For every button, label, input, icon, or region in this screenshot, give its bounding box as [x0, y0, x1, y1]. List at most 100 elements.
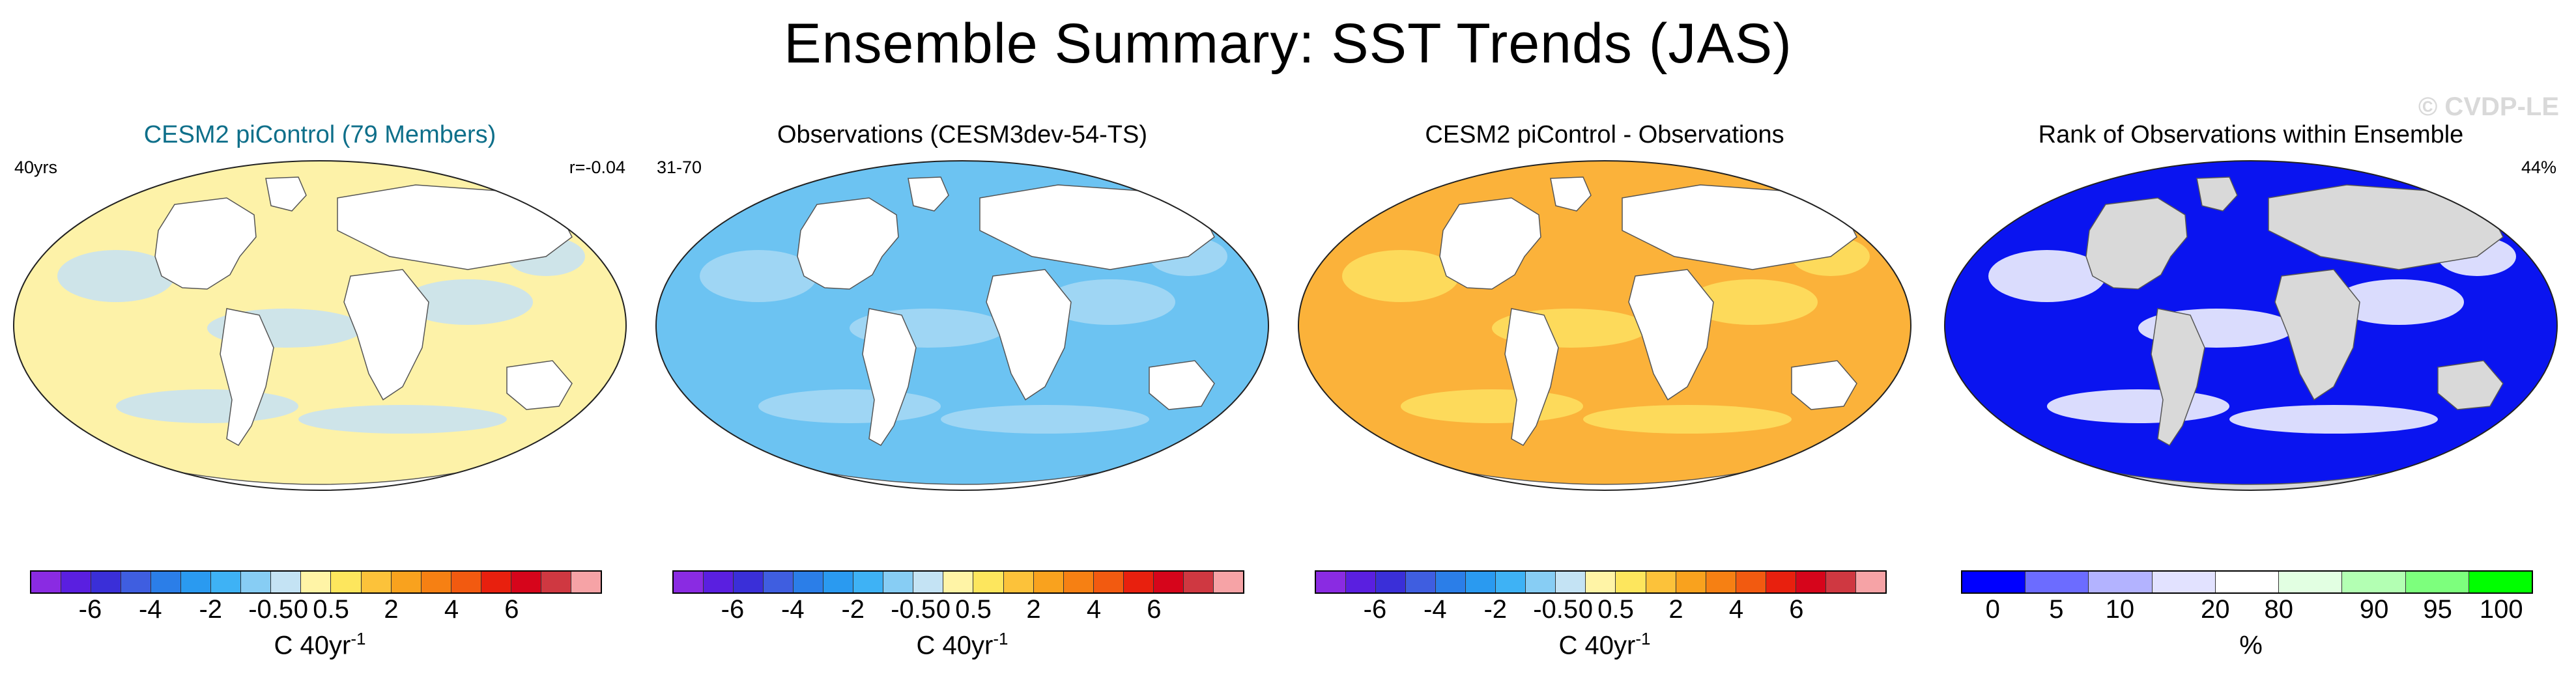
- colorbar-swatch: [1676, 572, 1706, 592]
- colorbar-swatch: [1646, 572, 1676, 592]
- landmass: [2085, 197, 2188, 290]
- colorbar-swatch: [2152, 572, 2216, 592]
- colorbar-swatch: [481, 572, 511, 592]
- colorbar-swatch: [913, 572, 944, 592]
- world-map: [13, 160, 627, 491]
- colorbar-tick-label: -0.5: [1533, 595, 1579, 624]
- colorbar-tick-label: -4: [781, 595, 805, 624]
- colorbar-swatch: [571, 572, 601, 592]
- colorbar-swatch: [151, 572, 182, 592]
- colorbar-swatch: [1796, 572, 1826, 592]
- colorbar-label: C 40yr-1: [916, 629, 1009, 660]
- colorbar-swatch: [1183, 572, 1214, 592]
- colorbar-tick-label: 100: [2479, 595, 2523, 624]
- landmass: [2196, 176, 2238, 212]
- period-label: 31-70: [657, 158, 702, 177]
- colorbar-tick-label: 90: [2359, 595, 2389, 624]
- colorbar-swatch: [1346, 572, 1377, 592]
- colorbar-ticks: -6 -4 -2 -0.5 0 0.5 2 4 6: [30, 595, 602, 628]
- colorbar-tick-label: 6: [1789, 595, 1804, 624]
- colorbar-swatch: [511, 572, 541, 592]
- landmass: [1791, 360, 1857, 410]
- colorbar-swatch: [361, 572, 392, 592]
- panel-title: CESM2 piControl - Observations: [1425, 121, 1784, 148]
- colorbar-tick-label: -0.5: [248, 595, 294, 624]
- colorbar-swatch: [764, 572, 794, 592]
- landmass: [506, 360, 573, 410]
- map-panel-difference: CESM2 piControl - Observations -6 -4 -2 -0.…: [1289, 117, 1921, 677]
- colorbar-tick-label: 0.5: [313, 595, 349, 624]
- colorbar-swatch: [1123, 572, 1154, 592]
- colorbar-ticks: -6 -4 -2 -0.5 0 0.5 2 4 6: [1315, 595, 1887, 628]
- anomaly-region: [941, 405, 1149, 434]
- colorbar-tick-label: 0.5: [1597, 595, 1634, 624]
- colorbar-swatch: [943, 572, 974, 592]
- colorbar-swatch: [181, 572, 212, 592]
- landmass: [862, 308, 917, 446]
- colorbar-swatch: [391, 572, 422, 592]
- colorbar-swatch: [1962, 572, 2026, 592]
- colorbar: [672, 570, 1244, 594]
- colorbar-swatch: [823, 572, 854, 592]
- landmass: [2151, 308, 2205, 446]
- colorbar-tick-label: -2: [1483, 595, 1508, 624]
- colorbar-swatch: [1003, 572, 1034, 592]
- landmass: [1550, 176, 1592, 212]
- colorbar-swatch: [2089, 572, 2153, 592]
- colorbar-swatch: [1496, 572, 1526, 592]
- anomaly-region: [1583, 405, 1792, 434]
- colorbar-swatch: [1706, 572, 1736, 592]
- colorbar-swatch: [1033, 572, 1064, 592]
- colorbar-swatch: [853, 572, 884, 592]
- colorbar-swatch: [1526, 572, 1556, 592]
- map-outline: [1298, 160, 1911, 491]
- landmass: [1149, 360, 1215, 410]
- colorbar-ticks: 0 5 10 20 80 90 95 100: [1961, 595, 2533, 628]
- colorbar-swatch: [1406, 572, 1437, 592]
- colorbar-swatch: [1436, 572, 1467, 592]
- landmass: [1504, 308, 1559, 446]
- landmass: [2437, 360, 2504, 410]
- colorbar-swatch: [1556, 572, 1586, 592]
- colorbar-tick-label: 4: [444, 595, 459, 624]
- colorbar-tick-label: 0: [293, 595, 309, 624]
- anomaly-region: [116, 389, 298, 423]
- colorbar-tick-label: 2: [1026, 595, 1041, 624]
- colorbar: [1315, 570, 1887, 594]
- colorbar-swatch: [61, 572, 92, 592]
- colorbar: [1961, 570, 2533, 594]
- map-outline: [1944, 160, 2558, 491]
- anomaly-region: [298, 405, 507, 434]
- colorbar-tick-label: -6: [1363, 595, 1387, 624]
- landmass: [343, 269, 429, 401]
- period-label: 40yrs: [14, 158, 58, 177]
- colorbar-swatch: [2025, 572, 2089, 592]
- world-map: [1298, 160, 1911, 491]
- colorbar-swatch: [421, 572, 451, 592]
- landmass: [154, 197, 257, 290]
- anomaly-region: [1342, 250, 1459, 302]
- colorbar-tick-label: 20: [2200, 595, 2230, 624]
- colorbar-swatch: [2469, 572, 2532, 592]
- anomaly-region: [2334, 279, 2464, 325]
- colorbar-tick-label: -0.5: [891, 595, 936, 624]
- colorbar-swatch: [704, 572, 734, 592]
- colorbar-swatch: [1316, 572, 1347, 592]
- map-outline: [13, 160, 627, 491]
- anomaly-region: [57, 250, 175, 302]
- landmass: [2274, 269, 2360, 401]
- colorbar-swatch: [241, 572, 272, 592]
- landmass: [908, 176, 949, 212]
- figure-title: Ensemble Summary: SST Trends (JAS): [784, 12, 1792, 75]
- colorbar-swatch: [211, 572, 242, 592]
- anomaly-region: [403, 279, 533, 325]
- colorbar-swatch: [1586, 572, 1616, 592]
- anomaly-region: [1687, 279, 1818, 325]
- colorbar-tick-label: 0: [1985, 595, 2000, 624]
- anomaly-region: [1401, 389, 1583, 423]
- map-panel-observations: Observations (CESM3dev-54-TS) 31-70 -6 -4…: [646, 117, 1278, 677]
- colorbar-tick-label: 4: [1086, 595, 1102, 624]
- panel-title: Observations (CESM3dev-54-TS): [777, 121, 1148, 148]
- colorbar-tick-label: 2: [1668, 595, 1683, 624]
- colorbar-swatch: [1736, 572, 1766, 592]
